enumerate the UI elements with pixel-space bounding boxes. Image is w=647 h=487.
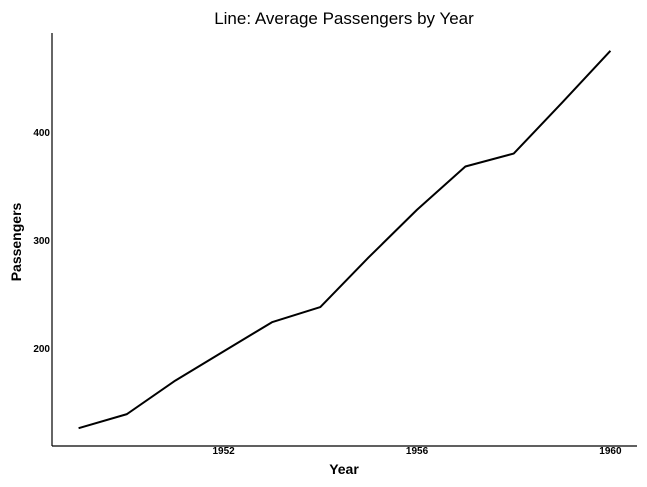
x-tick-label: 1952 — [213, 446, 236, 457]
y-tick-labels: 200 300 400 — [33, 128, 50, 355]
chart-title: Line: Average Passengers by Year — [214, 9, 474, 28]
x-tick-label: 1960 — [599, 446, 622, 457]
x-tick-label: 1956 — [406, 446, 429, 457]
axes — [51, 33, 637, 447]
series-line — [78, 50, 612, 430]
series-lines — [78, 50, 612, 430]
y-tick-label: 200 — [33, 344, 50, 355]
y-tick-label: 400 — [33, 128, 50, 139]
y-axis-label: Passengers — [8, 202, 24, 281]
y-tick-label: 300 — [33, 236, 50, 247]
x-axis-label: Year — [329, 461, 359, 477]
x-tick-labels: 1952 1956 1960 — [213, 446, 622, 457]
